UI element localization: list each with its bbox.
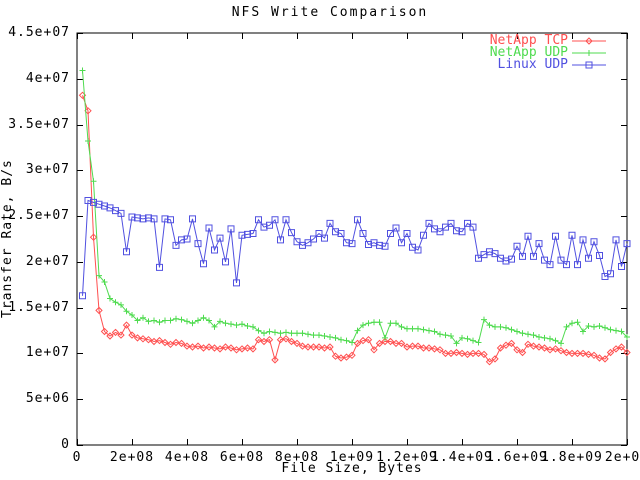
x-axis-title: File Size, Bytes [281, 461, 423, 476]
x-tick-label-0: 0 [72, 450, 82, 465]
y-tick-label-0: 0 [61, 437, 70, 452]
x-tick-label-4: 8e+08 [274, 450, 320, 465]
y-tick-marks [77, 33, 627, 446]
x-tick-marks [77, 33, 628, 445]
y-tick-label-6: 3e+07 [25, 162, 70, 178]
x-tick-label-1: 2e+08 [109, 450, 155, 465]
x-tick-label-8: 1.6e+09 [486, 450, 548, 465]
x-tick-label-7: 1.4e+09 [431, 450, 493, 465]
y-tick-label-7: 3.5e+07 [8, 116, 70, 132]
plot-border [76, 32, 628, 446]
series-markers-netapp-tcp [78, 91, 631, 366]
legend-sample-netapp-tcp [572, 37, 606, 45]
chart-title: NFS Write Comparison [231, 5, 429, 20]
y-tick-label-9: 4.5e+07 [8, 25, 70, 40]
x-tick-label-10: 2e+09 [604, 450, 640, 465]
x-tick-label-2: 4e+08 [164, 450, 210, 465]
y-tick-label-4: 2e+07 [25, 253, 70, 269]
legend-label-netapp-tcp: NetApp TCP [489, 33, 568, 48]
y-tick-label-2: 1e+07 [25, 345, 70, 361]
series-markers-netapp-udp [79, 67, 630, 347]
legend-label-linux-udp: Linux UDP [497, 57, 568, 72]
legend-sample-netapp-udp [572, 50, 606, 56]
y-tick-label-5: 2.5e+07 [8, 208, 70, 224]
x-tick-label-6: 1.2e+09 [376, 450, 438, 465]
y-tick-label-1: 5e+06 [25, 391, 70, 407]
x-tick-label-5: 1e+09 [329, 450, 375, 465]
y-tick-label-3: 1.5e+07 [8, 299, 70, 315]
series-markers-linux-udp [79, 197, 631, 300]
series-line-netapp-udp [82, 70, 628, 345]
legend-sample-linux-udp [572, 61, 606, 69]
series-line-linux-udp [82, 199, 628, 296]
legend-label-netapp-udp: NetApp UDP [489, 45, 568, 60]
x-tick-label-9: 1.8e+09 [541, 450, 603, 465]
x-tick-label-3: 6e+08 [219, 450, 265, 465]
y-tick-label-8: 4e+07 [25, 70, 70, 86]
